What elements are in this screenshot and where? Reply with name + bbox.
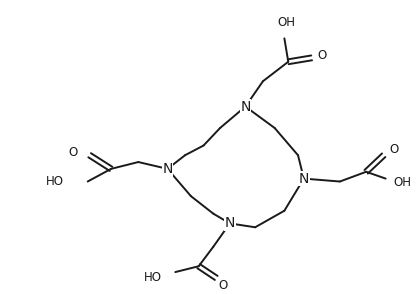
Text: N: N xyxy=(298,172,309,186)
Text: O: O xyxy=(69,146,78,159)
Text: HO: HO xyxy=(46,175,64,188)
Text: O: O xyxy=(318,49,327,62)
Text: O: O xyxy=(218,279,227,292)
Text: N: N xyxy=(240,100,251,113)
Text: OH: OH xyxy=(277,16,296,29)
Text: OH: OH xyxy=(393,176,411,189)
Text: N: N xyxy=(162,162,173,176)
Text: O: O xyxy=(390,143,399,156)
Text: N: N xyxy=(224,216,235,230)
Text: HO: HO xyxy=(144,271,162,284)
